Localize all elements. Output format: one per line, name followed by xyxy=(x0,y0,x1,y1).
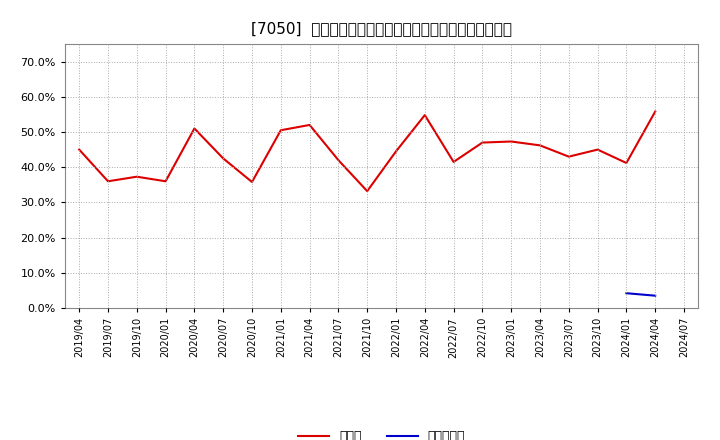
現預金 xyxy=(478,140,487,145)
現預金 xyxy=(305,122,314,128)
現預金 xyxy=(622,160,631,165)
現預金 xyxy=(593,147,602,152)
現預金 xyxy=(161,179,170,184)
現預金 xyxy=(564,154,573,159)
Line: 有利子負債: 有利子負債 xyxy=(626,293,655,296)
現預金 xyxy=(651,109,660,114)
現預金 xyxy=(449,159,458,165)
現預金 xyxy=(248,180,256,185)
現預金 xyxy=(392,149,400,154)
現預金 xyxy=(190,126,199,131)
現預金 xyxy=(104,179,112,184)
現預金 xyxy=(334,158,343,163)
現預金 xyxy=(363,188,372,194)
Legend: 現預金, 有利子負債: 現預金, 有利子負債 xyxy=(293,425,470,440)
現預金 xyxy=(276,128,285,133)
有利子負債 xyxy=(651,293,660,298)
現預金 xyxy=(132,174,141,180)
現預金 xyxy=(75,147,84,152)
Title: [7050]  現預金、有利子負債の総資産に対する比率の推移: [7050] 現預金、有利子負債の総資産に対する比率の推移 xyxy=(251,21,512,36)
現預金 xyxy=(420,113,429,118)
現預金 xyxy=(536,143,544,148)
現預金 xyxy=(219,156,228,161)
有利子負債 xyxy=(622,290,631,296)
Line: 現預金: 現預金 xyxy=(79,112,655,191)
現預金 xyxy=(507,139,516,144)
